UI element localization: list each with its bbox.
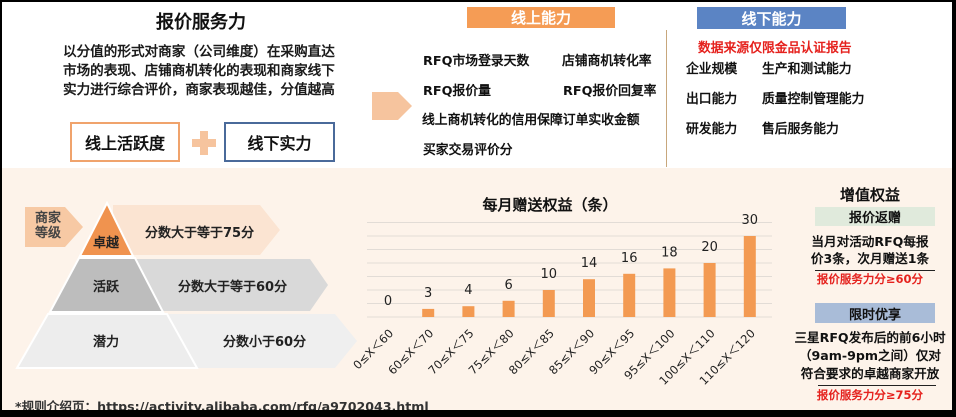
divider-line [818,385,936,386]
intro-line: 市场的表现、店铺商机转化的表现和商家线下 [63,63,335,79]
merchant-level-pyramid [15,200,357,369]
online-item: 买家交易评价分 [423,143,513,158]
bar [542,290,555,317]
divider-line [815,270,935,271]
description-line: 三星RFQ发布后的前6小时 [794,330,946,345]
bar-value-label: 18 [661,245,678,260]
online-item: RFQ报价量 [423,84,491,99]
bar-value-label: 16 [621,251,638,266]
bar-value-label: 6 [504,278,512,293]
level-band-middle [135,259,328,311]
level-name-active: 活跃 [93,280,120,295]
offline-capability-header: 线下能力 [697,7,846,29]
quote-rebate-requirement: 报价服务力分≥60分 [816,272,924,286]
bar-value-label: 3 [424,286,432,301]
intro-line: 实力进行综合评价，商家表现越佳，分值越高 [63,82,335,98]
limited-time-requirement: 报价服务力分≥75分 [816,388,924,402]
data-source-note: 数据来源仅限金品认证报告 [698,41,852,56]
pyramid-middle [48,257,165,313]
merchant-level-label-line: 等级 [35,226,62,241]
quote-rebate-description: 当月对活动RFQ每报 价3条，次月赠送1条 [792,233,948,267]
online-item: 线上商机转化的信用保障订单实收金额 [422,113,640,128]
bar [502,300,515,317]
description-line: 符合要求的卓越商家开放 [800,366,940,381]
intro-paragraph: 以分值的形式对商家（公司维度）在采购直达 市场的表现、店铺商机转化的表现和商家线… [63,43,359,100]
level-band-bottom [165,314,357,368]
bar-value-label: 30 [742,213,759,228]
bar [663,268,676,317]
bar [743,236,756,317]
limited-time-header: 限时优享 [815,303,935,323]
bar [623,273,636,317]
level-rule-active: 分数大于等于60分 [178,280,288,295]
offline-strength-box: 线下实力 [224,122,335,162]
rfq-quote-service-infographic: 报价服务力 以分值的形式对商家（公司维度）在采购直达 市场的表现、店铺商机转化的… [2,2,952,410]
online-activity-box: 线上活跃度 [70,122,180,162]
bar [422,308,435,317]
bar [462,306,475,317]
merchant-level-label: 商家 等级 [35,211,61,241]
offline-item: 售后服务能力 [762,122,839,137]
online-capability-header: 线上能力 [467,7,615,28]
offline-item: 研发能力 [686,122,738,137]
monthly-bonus-bar-chart: 00≤X＜60360≤X＜70470≤X＜75675≤X＜801080≤X＜85… [350,213,772,388]
pyramid-bottom [15,313,199,369]
bar-value-label: 14 [581,256,598,271]
bar-value-label: 10 [541,267,558,282]
offline-item: 出口能力 [686,92,738,107]
online-item: 店铺商机转化率 [562,54,652,69]
rules-page-link[interactable]: *规则介绍页：https://activity.alibaba.com/rfq/… [15,399,429,410]
description-line: 价3条，次月赠送1条 [810,251,930,266]
intro-line: 以分值的形式对商家（公司维度）在采购直达 [63,44,335,60]
level-name-potential: 潜力 [93,335,120,350]
plus-icon [200,131,208,155]
offline-item: 质量控制管理能力 [762,92,865,107]
online-item: RFQ报价回复率 [563,84,657,99]
level-label-arrow [25,207,83,247]
page-title: 报价服务力 [156,12,246,33]
description-line: （9am-9pm之间）仅对 [798,348,942,363]
chart-title: 每月赠送权益（条） [482,196,618,214]
arrow-right-icon [372,92,412,120]
description-line: 当月对活动RFQ每报 [811,234,929,249]
level-rule-excellent: 分数大于等于75分 [145,226,255,241]
quote-rebate-header: 报价返赠 [815,207,935,226]
level-name-excellent: 卓越 [93,236,120,251]
online-item: RFQ市场登录天数 [423,54,530,69]
benefits-title: 增值权益 [839,186,900,204]
bar-value-label: 0 [384,294,392,309]
limited-time-description: 三星RFQ发布后的前6小时 （9am-9pm之间）仅对 符合要求的卓越商家开放 [792,329,948,383]
pyramid-top [78,200,135,257]
offline-item: 生产和测试能力 [762,62,852,77]
merchant-level-label-line: 商家 [35,211,62,226]
level-rule-potential: 分数小于60分 [223,335,307,350]
bar-value-label: 20 [701,240,718,255]
section-divider [666,30,667,167]
bar [583,279,595,317]
level-band-top [113,205,280,255]
bar-value-label: 4 [464,283,472,298]
offline-item: 企业规模 [686,62,738,77]
bar [703,263,716,317]
